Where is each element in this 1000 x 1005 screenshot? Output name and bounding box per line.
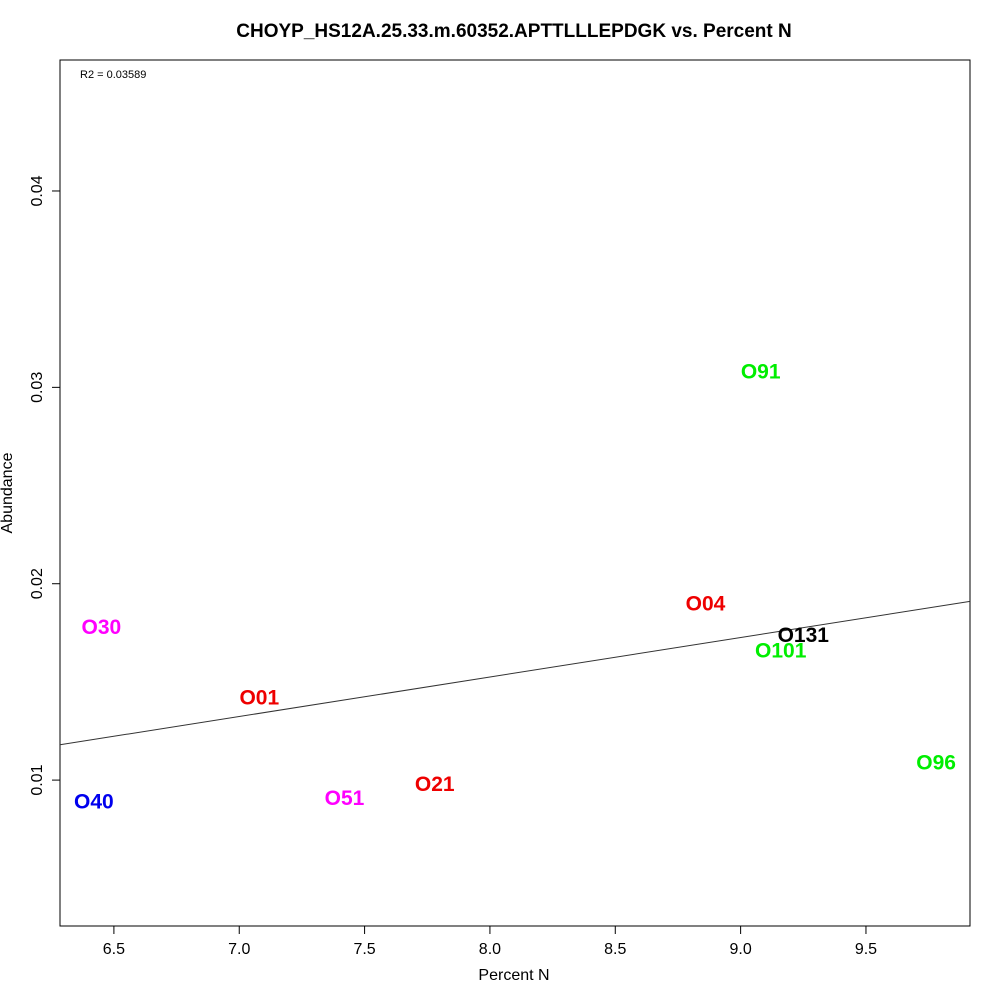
x-tick-label: 8.0 — [479, 941, 501, 958]
data-point-label: O96 — [916, 751, 956, 774]
data-point-label: O30 — [82, 616, 122, 639]
chart-title: CHOYP_HS12A.25.33.m.60352.APTTLLLEPDGK v… — [236, 21, 791, 42]
data-point-label: O101 — [755, 639, 807, 662]
y-tick-label: 0.02 — [29, 568, 46, 599]
x-tick-label: 7.5 — [353, 941, 375, 958]
trend-line — [59, 600, 971, 746]
data-point-label: O01 — [239, 687, 279, 710]
x-tick-label: 8.5 — [604, 941, 626, 958]
plot-frame — [59, 59, 971, 927]
x-axis: 6.5 7.0 7.5 8.0 8.5 9.0 9.5 — [103, 925, 877, 958]
data-point-label: O04 — [686, 592, 726, 615]
x-tick-label: 7.0 — [228, 941, 250, 958]
x-tick-label: 9.5 — [855, 941, 877, 958]
y-tick-label: 0.01 — [29, 764, 46, 795]
data-point-label: O21 — [415, 773, 455, 796]
data-point-label: O131 — [778, 624, 830, 647]
data-point-label: O91 — [741, 361, 781, 384]
x-tick-label: 6.5 — [103, 941, 125, 958]
r2-annotation: R2 = 0.03589 — [80, 69, 146, 81]
x-tick-label: 9.0 — [729, 941, 751, 958]
data-point-label: O51 — [325, 787, 365, 810]
y-axis: 0.01 0.02 0.03 0.04 — [29, 175, 61, 796]
x-axis-label: Percent N — [478, 967, 549, 984]
y-axis-label: Abundance — [0, 452, 16, 533]
data-point-label: O40 — [74, 791, 114, 814]
y-tick-label: 0.04 — [29, 175, 46, 206]
trendline-layer — [59, 600, 971, 746]
y-tick-label: 0.03 — [29, 372, 46, 403]
